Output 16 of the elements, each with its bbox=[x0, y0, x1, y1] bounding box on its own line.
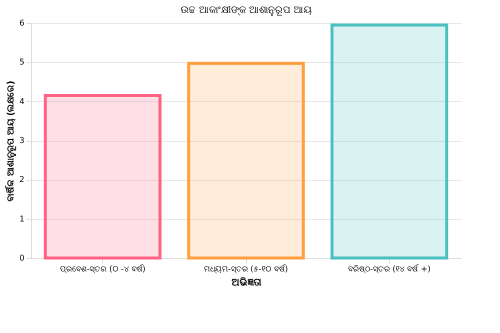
chart-title: ଉଚ୍ଚ ଆକାଂକ୍ଷୀଙ୍କ ଆଶାନୁରୂପ ଆୟ bbox=[180, 5, 312, 17]
y-tick-label: 1 bbox=[19, 214, 24, 224]
bar bbox=[44, 94, 162, 260]
bar bbox=[187, 62, 305, 260]
y-tick-label: 2 bbox=[19, 175, 24, 184]
x-axis-title: ଅଭିଜ୍ଞତା bbox=[232, 276, 262, 288]
y-tick-label: 3 bbox=[19, 136, 24, 145]
y-tick-label: 4 bbox=[19, 96, 24, 106]
y-axis-title: ବାର୍ଷିକ ଆଶାନୁରୂପ ଆୟ (ଲକ୍ଷରେ) bbox=[3, 80, 18, 202]
y-tick-label: 0 bbox=[19, 254, 24, 262]
y-tick-label: 6 bbox=[19, 18, 24, 28]
x-tick-label: ବରିଷ୍ଠ-ସ୍ତର (୧୪ ବର୍ଷ +) bbox=[348, 264, 431, 274]
bar bbox=[330, 23, 448, 260]
y-tick-label: 5 bbox=[19, 58, 24, 67]
x-tick-label: ପ୍ରବେଶ-ସ୍ତର (୦ -୪ ବର୍ଷ) bbox=[60, 264, 146, 274]
x-tick-label: ମଧ୍ୟମ-ସ୍ତର (୫-୧୦ ବର୍ଷ) bbox=[204, 264, 288, 274]
